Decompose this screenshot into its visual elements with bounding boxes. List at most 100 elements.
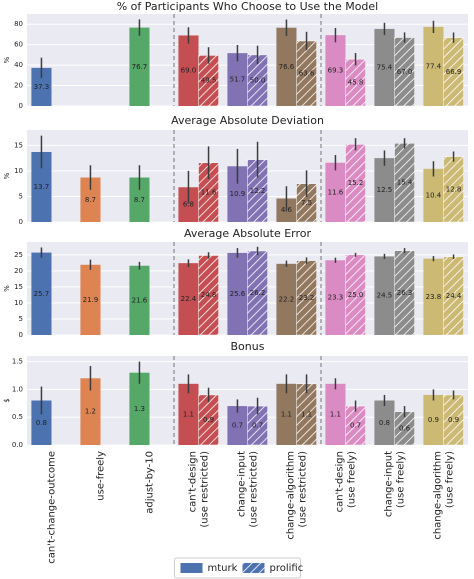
value-label: 26.3	[397, 289, 413, 297]
bar	[374, 158, 395, 222]
value-label: 77.4	[426, 62, 442, 70]
bar	[80, 378, 101, 445]
value-label: 51.7	[230, 76, 246, 84]
y-tick-label: 5	[19, 192, 23, 200]
y-tick-label: 15	[14, 141, 23, 149]
value-label: 1.1	[183, 410, 194, 418]
value-label: 1.3	[134, 405, 145, 413]
y-tick-label: 1.0	[12, 385, 23, 393]
bar	[178, 35, 199, 106]
value-label: 25.0	[348, 291, 364, 299]
bar	[374, 256, 395, 335]
bar	[129, 177, 150, 222]
value-label: 1.2	[85, 408, 96, 416]
x-tick-label: (use freely)	[396, 451, 407, 508]
y-axis-label: $	[3, 398, 11, 402]
value-label: 76.7	[132, 63, 148, 71]
value-label: 76.6	[279, 63, 295, 71]
value-label: 50.0	[250, 76, 266, 84]
y-tick-label: 60	[14, 41, 23, 49]
x-tick-label: change-input	[384, 451, 395, 517]
bar	[374, 28, 395, 106]
y-tick-label: 20	[14, 82, 23, 90]
value-label: 0.7	[350, 422, 361, 430]
value-label: 1.1	[301, 410, 312, 418]
bar	[31, 151, 52, 222]
value-label: 12.5	[377, 186, 393, 194]
bar	[227, 252, 248, 335]
value-label: 49.5	[201, 77, 217, 85]
x-tick-label: (use freely)	[347, 451, 358, 508]
value-label: 24.4	[446, 292, 462, 300]
bar	[325, 260, 346, 335]
value-label: 4.6	[281, 206, 293, 214]
value-label: 8.7	[85, 196, 96, 204]
value-label: 1.1	[330, 410, 341, 418]
value-label: 12.2	[250, 187, 266, 195]
legend-swatch	[242, 563, 265, 573]
bar	[325, 162, 346, 222]
value-label: 11.6	[328, 188, 344, 196]
y-tick-label: 1.5	[12, 358, 23, 366]
value-label: 66.9	[446, 68, 462, 76]
y-axis-label: %	[3, 285, 11, 292]
legend-label: mturk	[208, 563, 238, 574]
y-tick-label: 40	[14, 61, 23, 69]
y-tick-label: 20	[14, 267, 23, 275]
y-tick-label: 0.5	[12, 413, 23, 421]
value-label: 23.8	[426, 293, 442, 301]
bar	[423, 26, 444, 107]
bar	[374, 400, 395, 445]
bar	[325, 383, 346, 445]
x-tick-label: can't-design	[188, 451, 199, 512]
value-label: 69.3	[328, 67, 344, 75]
value-label: 22.2	[279, 295, 295, 303]
bar	[325, 35, 346, 106]
y-tick-label: 5	[19, 315, 23, 323]
value-label: 21.6	[132, 296, 148, 304]
x-tick-label: (use restricted)	[249, 451, 260, 528]
bar	[178, 263, 199, 335]
bar	[276, 27, 297, 106]
value-label: 25.6	[230, 290, 246, 298]
x-tick-label: change-algorithm	[433, 451, 444, 540]
bar	[31, 67, 52, 106]
y-tick-label: 25	[14, 251, 23, 259]
value-label: 21.9	[83, 296, 99, 304]
y-tick-label: 15	[14, 283, 23, 291]
value-label: 25.7	[34, 290, 50, 298]
value-label: 24.5	[377, 292, 393, 300]
value-label: 45.8	[348, 79, 364, 87]
bar	[31, 252, 52, 335]
y-tick-label: 10	[14, 299, 23, 307]
value-label: 13.7	[34, 183, 50, 191]
value-label: 75.4	[377, 63, 393, 71]
bar	[129, 27, 150, 106]
bar	[80, 177, 101, 222]
value-label: 0.9	[203, 416, 214, 424]
value-label: 63.6	[299, 69, 315, 77]
bar	[80, 264, 101, 335]
x-tick-label: (use restricted)	[298, 451, 309, 528]
panel-title: % of Participants Who Choose to Use the …	[117, 0, 379, 13]
panel-title: Average Absolute Deviation	[171, 114, 324, 127]
bar	[276, 383, 297, 445]
value-label: 1.1	[281, 410, 292, 418]
bar	[227, 406, 248, 445]
value-label: 22.4	[181, 295, 197, 303]
value-label: 12.8	[446, 185, 462, 193]
bar	[129, 372, 150, 445]
y-axis-label: %	[3, 56, 11, 63]
value-label: 69.0	[181, 67, 197, 75]
value-label: 37.3	[34, 83, 50, 91]
value-label: 8.7	[134, 196, 145, 204]
value-label: 15.2	[348, 179, 364, 187]
y-tick-label: 0	[19, 218, 23, 226]
bar	[227, 53, 248, 106]
bar	[31, 400, 52, 445]
x-tick-label: can't-change-outcome	[47, 451, 58, 564]
value-label: 0.6	[399, 424, 411, 432]
bar	[178, 383, 199, 445]
y-axis-label: %	[3, 172, 11, 179]
